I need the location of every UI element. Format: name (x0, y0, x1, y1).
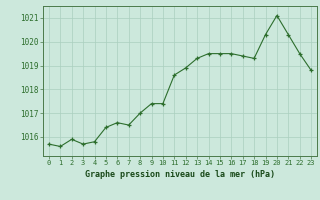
X-axis label: Graphe pression niveau de la mer (hPa): Graphe pression niveau de la mer (hPa) (85, 170, 275, 179)
